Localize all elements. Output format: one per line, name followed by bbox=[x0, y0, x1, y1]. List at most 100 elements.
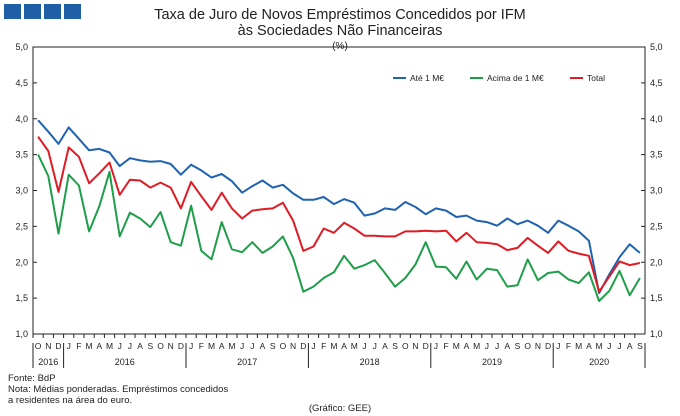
y-tick-label-right: 3,0 bbox=[650, 186, 663, 196]
y-tick-label-right: 1,0 bbox=[650, 329, 663, 339]
x-month-label: O bbox=[35, 341, 42, 351]
logo bbox=[4, 4, 81, 19]
y-tick-label-right: 4,0 bbox=[650, 114, 663, 124]
x-month-label: N bbox=[45, 341, 51, 351]
x-month-label: J bbox=[189, 341, 193, 351]
x-month-label: A bbox=[96, 341, 102, 351]
x-month-label: O bbox=[402, 341, 409, 351]
x-month-label: J bbox=[118, 341, 122, 351]
x-month-label: N bbox=[290, 341, 296, 351]
y-tick-label-right: 5,0 bbox=[650, 42, 663, 52]
x-month-label: A bbox=[260, 341, 266, 351]
x-month-label: N bbox=[168, 341, 174, 351]
x-month-label: J bbox=[362, 341, 366, 351]
x-month-label: A bbox=[382, 341, 388, 351]
x-month-label: M bbox=[473, 341, 480, 351]
logo-square bbox=[4, 4, 21, 19]
x-month-label: O bbox=[157, 341, 164, 351]
x-month-label: A bbox=[586, 341, 592, 351]
x-month-label: J bbox=[128, 341, 132, 351]
chart-credit: (Gráfico: GEE) bbox=[308, 403, 372, 414]
x-month-label: M bbox=[596, 341, 603, 351]
y-tick-label-left: 2,5 bbox=[15, 221, 28, 231]
y-tick-label-right: 1,5 bbox=[650, 293, 663, 303]
legend-label: Até 1 M€ bbox=[410, 73, 444, 83]
y-tick-label-left: 3,0 bbox=[15, 186, 28, 196]
x-month-label: A bbox=[137, 341, 143, 351]
x-month-label: O bbox=[524, 341, 531, 351]
logo-square bbox=[24, 4, 41, 19]
x-month-label: A bbox=[504, 341, 510, 351]
x-month-label: M bbox=[208, 341, 215, 351]
x-month-label: N bbox=[412, 341, 418, 351]
x-month-label: J bbox=[607, 341, 611, 351]
x-month-label: F bbox=[321, 341, 326, 351]
x-year-label: 2019 bbox=[482, 357, 502, 367]
series-line-1 bbox=[37, 119, 641, 295]
y-tick-label-right: 2,5 bbox=[650, 221, 663, 231]
x-month-label: A bbox=[464, 341, 470, 351]
x-month-label: M bbox=[228, 341, 235, 351]
x-month-label: D bbox=[55, 341, 61, 351]
x-month-label: S bbox=[147, 341, 153, 351]
x-month-label: S bbox=[392, 341, 398, 351]
x-month-label: J bbox=[311, 341, 315, 351]
x-month-label: S bbox=[270, 341, 276, 351]
x-month-label: S bbox=[515, 341, 521, 351]
source-note: Fonte: BdP bbox=[8, 373, 56, 384]
x-month-label: S bbox=[637, 341, 643, 351]
y-tick-label-left: 3,5 bbox=[15, 150, 28, 160]
x-month-label: A bbox=[341, 341, 347, 351]
x-year-label: 2018 bbox=[360, 357, 380, 367]
x-month-label: O bbox=[280, 341, 287, 351]
legend-label: Total bbox=[587, 73, 605, 83]
y-tick-label-left: 4,0 bbox=[15, 114, 28, 124]
x-month-label: J bbox=[434, 341, 438, 351]
x-month-label: M bbox=[330, 341, 337, 351]
x-month-label: A bbox=[219, 341, 225, 351]
x-month-label: D bbox=[300, 341, 306, 351]
y-tick-label-left: 4,5 bbox=[15, 78, 28, 88]
series-line-3 bbox=[37, 136, 641, 293]
footnote-line-1: Nota: Médias ponderadas. Empréstimos con… bbox=[8, 384, 229, 395]
x-year-label: 2016 bbox=[115, 357, 135, 367]
logo-square bbox=[44, 4, 61, 19]
x-month-label: M bbox=[86, 341, 93, 351]
x-month-label: F bbox=[76, 341, 81, 351]
x-month-label: J bbox=[250, 341, 254, 351]
x-year-label: 2020 bbox=[589, 357, 609, 367]
x-month-label: J bbox=[495, 341, 499, 351]
x-month-label: D bbox=[178, 341, 184, 351]
x-month-label: M bbox=[351, 341, 358, 351]
x-month-label: N bbox=[535, 341, 541, 351]
y-tick-label-left: 1,0 bbox=[15, 329, 28, 339]
x-month-label: J bbox=[240, 341, 244, 351]
x-year-label: 2017 bbox=[237, 357, 257, 367]
plot-frame bbox=[32, 46, 646, 335]
x-month-label: M bbox=[106, 341, 113, 351]
x-month-label: J bbox=[373, 341, 377, 351]
x-year-label: 2016 bbox=[38, 357, 58, 367]
x-month-label: J bbox=[617, 341, 621, 351]
x-month-label: F bbox=[199, 341, 204, 351]
y-tick-label-right: 2,0 bbox=[650, 257, 663, 267]
x-month-label: F bbox=[443, 341, 448, 351]
chart-subtitle: às Sociedades Não Financeiras bbox=[237, 23, 443, 39]
logo-square bbox=[64, 4, 81, 19]
x-month-label: D bbox=[423, 341, 429, 351]
x-month-label: J bbox=[556, 341, 560, 351]
chart-title: Taxa de Juro de Novos Empréstimos Conced… bbox=[154, 7, 526, 23]
x-month-label: D bbox=[545, 341, 551, 351]
y-tick-label-left: 2,0 bbox=[15, 257, 28, 267]
x-month-label: J bbox=[67, 341, 71, 351]
legend-label: Acima de 1 M€ bbox=[487, 73, 544, 83]
footnote-line-2: a residentes na área do euro. bbox=[8, 395, 133, 406]
series-line-2 bbox=[37, 154, 641, 302]
x-month-label: J bbox=[485, 341, 489, 351]
x-month-label: F bbox=[566, 341, 571, 351]
x-month-label: A bbox=[627, 341, 633, 351]
y-tick-label-right: 4,5 bbox=[650, 78, 663, 88]
y-tick-label-left: 5,0 bbox=[15, 42, 28, 52]
y-tick-label-left: 1,5 bbox=[15, 293, 28, 303]
